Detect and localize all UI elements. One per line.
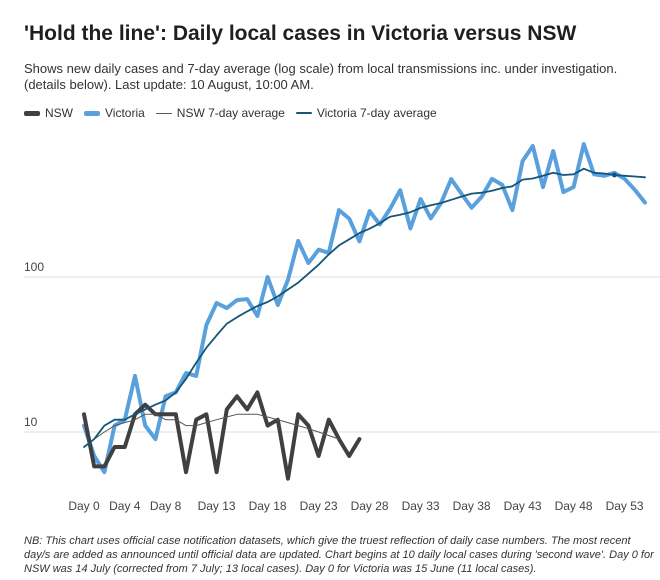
chart-legend: NSW Victoria NSW 7-day average Victoria …	[24, 106, 448, 120]
legend-swatch-victoria-avg	[295, 112, 312, 114]
x-tick-label-day-23: Day 23	[300, 499, 338, 513]
chart-subtitle: Shows new daily cases and 7-day average …	[24, 61, 618, 92]
legend-label-nsw-avg: NSW 7-day average	[176, 106, 285, 120]
x-tick-label-day-38: Day 38	[453, 499, 491, 513]
x-tick-label-day-8: Day 8	[150, 499, 182, 513]
series-line-victoria-avg	[83, 167, 646, 448]
legend-swatch-nsw-avg	[155, 112, 172, 114]
x-tick-label-day-53: Day 53	[606, 499, 644, 513]
series-line-nsw-avg	[83, 413, 340, 448]
legend-label-nsw: NSW	[45, 106, 73, 120]
x-tick-label-day-4: Day 4	[109, 499, 141, 513]
legend-item-nsw-avg: NSW 7-day average	[155, 106, 285, 120]
x-tick-label-day-13: Day 13	[198, 499, 236, 513]
y-tick-label-10: 10	[24, 415, 38, 429]
x-tick-label-day-43: Day 43	[504, 499, 542, 513]
legend-item-nsw: NSW	[24, 106, 73, 120]
x-tick-label-day-18: Day 18	[249, 499, 287, 513]
series-end-marker-victoria-avg	[611, 172, 617, 178]
x-tick-label-day-28: Day 28	[351, 499, 389, 513]
x-tick-label-day-33: Day 33	[402, 499, 440, 513]
series-line-nsw	[82, 390, 362, 481]
legend-swatch-nsw	[24, 110, 40, 116]
legend-swatch-victoria	[84, 110, 100, 116]
legend-label-victoria-avg: Victoria 7-day average	[316, 106, 437, 120]
x-tick-label-day-48: Day 48	[555, 499, 593, 513]
chart-footnote: NB: This chart uses official case notifi…	[24, 535, 654, 575]
chart-title: 'Hold the line': Daily local cases in Vi…	[24, 22, 577, 45]
legend-label-victoria: Victoria	[105, 106, 145, 120]
legend-item-victoria-avg: Victoria 7-day average	[295, 106, 437, 120]
legend-item-victoria: Victoria	[84, 106, 145, 120]
y-tick-label-100: 100	[24, 260, 44, 274]
x-tick-label-day-0: Day 0	[68, 499, 100, 513]
series-line-victoria	[82, 142, 647, 475]
